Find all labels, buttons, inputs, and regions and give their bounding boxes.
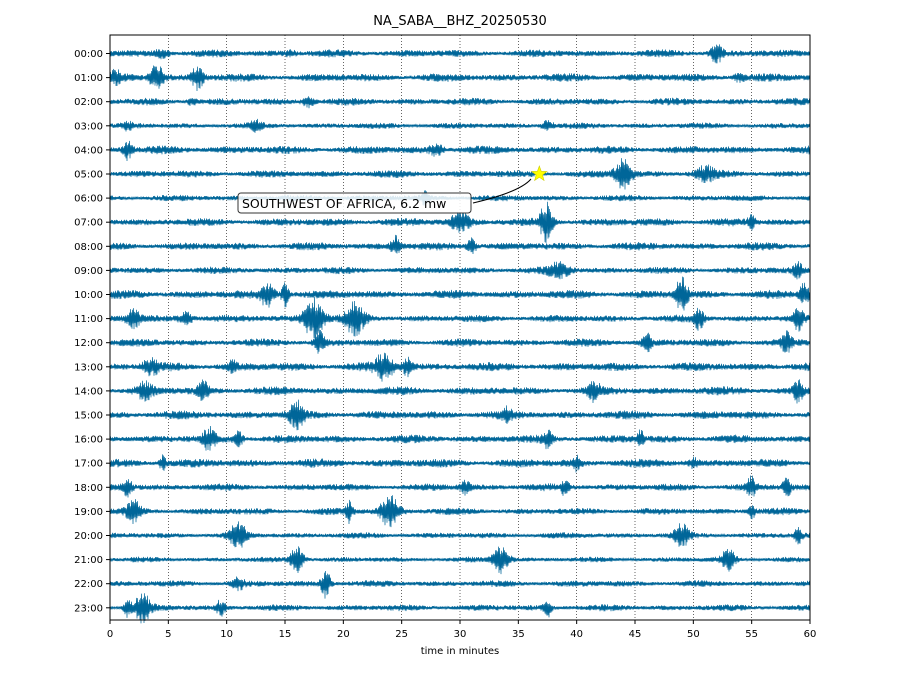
trace-line [109, 475, 811, 498]
trace-line [109, 297, 811, 340]
trace-line [109, 570, 811, 599]
y-tick-label: 21:00 [74, 555, 103, 566]
annotation-box [237, 192, 472, 214]
trace-line [109, 96, 811, 109]
trace-line [109, 44, 811, 64]
y-tick-label: 02:00 [74, 97, 103, 108]
x-axis: 0 5 10 15 20 25 30 35 40 45 50 55 60 [107, 620, 817, 640]
x-tick-label: 5 [165, 629, 171, 640]
y-tick-label: 19:00 [74, 507, 103, 518]
x-tick-label: 35 [512, 629, 525, 640]
trace-line [109, 379, 811, 404]
y-tick-label: 11:00 [74, 314, 103, 325]
y-tick-label: 18:00 [74, 483, 103, 494]
y-tick-label: 14:00 [74, 386, 103, 397]
trace-line [109, 425, 811, 451]
x-tick-label: 40 [570, 629, 583, 640]
y-tick-label: 22:00 [74, 579, 103, 590]
y-axis: 00:00 01:00 02:00 03:00 04:00 05:00 06:00 07:00… [74, 49, 110, 614]
y-tick-label: 00:00 [74, 49, 103, 60]
trace-line [109, 276, 811, 311]
y-tick-label: 05:00 [74, 170, 103, 181]
y-tick-label: 06:00 [74, 194, 103, 205]
x-tick-label: 30 [454, 629, 467, 640]
x-tick-label: 55 [745, 629, 758, 640]
x-tick-label: 15 [279, 629, 292, 640]
trace-line [109, 352, 811, 382]
y-tick-label: 20:00 [74, 531, 103, 542]
trace-line [109, 65, 811, 91]
chart-title: NA_SABA__BHZ_20250530 [373, 14, 547, 29]
x-tick-label: 45 [629, 629, 642, 640]
trace-line [109, 546, 811, 575]
y-tick-label: 23:00 [74, 603, 103, 614]
annotation-label: SOUTHWEST OF AFRICA, 6.2 mw [242, 196, 446, 211]
y-tick-label: 16:00 [74, 435, 103, 446]
plot-area [109, 35, 811, 624]
trace-line [109, 593, 811, 624]
y-tick-label: 17:00 [74, 459, 103, 470]
x-tick-label: 10 [220, 629, 233, 640]
x-axis-label: time in minutes [421, 646, 500, 657]
trace-line [109, 140, 811, 162]
event-star-marker [530, 165, 548, 182]
y-tick-label: 13:00 [74, 362, 103, 373]
trace-line [109, 201, 811, 243]
trace-line [109, 234, 811, 254]
y-tick-label: 15:00 [74, 411, 103, 422]
trace-line [109, 495, 811, 528]
trace-line [109, 454, 811, 473]
x-tick-label: 60 [804, 629, 817, 640]
trace-line [109, 261, 811, 280]
x-tick-label: 20 [337, 629, 350, 640]
y-tick-label: 12:00 [74, 338, 103, 349]
trace-line [109, 399, 811, 431]
y-tick-label: 07:00 [74, 218, 103, 229]
annotation-connector [472, 178, 532, 204]
y-tick-label: 09:00 [74, 266, 103, 277]
y-tick-label: 10:00 [74, 290, 103, 301]
trace-line [109, 329, 811, 354]
y-tick-label: 03:00 [74, 121, 103, 132]
y-tick-label: 04:00 [74, 145, 103, 156]
trace-line [109, 158, 811, 190]
y-tick-label: 08:00 [74, 242, 103, 253]
trace-line [109, 118, 811, 133]
y-tick-label: 01:00 [74, 73, 103, 84]
x-tick-label: 0 [107, 629, 113, 640]
x-tick-label: 50 [687, 629, 700, 640]
trace-line [109, 521, 811, 548]
x-tick-label: 25 [395, 629, 408, 640]
event-annotation: SOUTHWEST OF AFRICA, 6.2 mw [237, 165, 548, 214]
